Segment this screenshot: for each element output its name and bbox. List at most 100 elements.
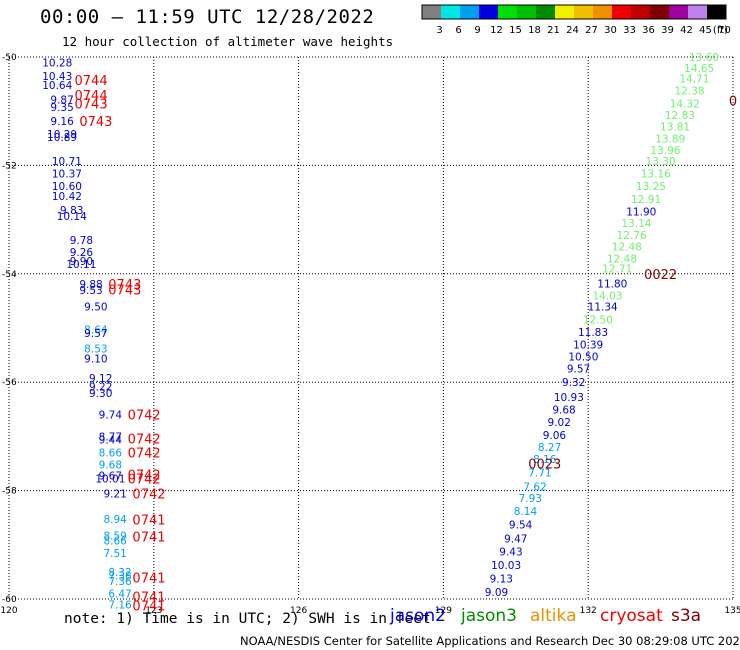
wave-height-label: 11.80 [597,279,627,291]
wave-height-label: 12.91 [631,194,661,206]
legend-swatch [650,5,669,19]
satellite-label-cryosat: cryosat [600,606,663,626]
pass-time-label: 0744 [75,89,108,104]
x-tick-label: 123 [145,606,162,616]
wave-height-label: 13.89 [655,133,685,145]
wave-height-label: 13.30 [646,156,676,168]
wave-height-label: 13.14 [621,218,651,230]
wave-height-label: 9.26 [70,247,94,259]
wave-height-label: 10.03 [491,560,521,572]
wave-height-label: 10.42 [52,191,82,203]
legend-swatch [555,5,574,19]
wave-height-label: 13.96 [650,145,680,157]
wave-height-label: 11.34 [588,301,618,313]
color-scale-legend: 3 6 9 12 15 18 21 24 27 30 33 36 39 42 45 70(ft) [421,4,731,36]
wave-height-label: 9.06 [543,430,567,442]
wave-height-label: 9.57 [567,364,590,376]
units-note: note: 1) Time is in UTC; 2) SWH is in fe… [64,611,431,627]
satellite-label-altika: altika [530,606,577,626]
y-tick-label: -50 [2,53,17,63]
wave-height-label: 9.53 [79,285,102,297]
legend-swatch [631,5,650,19]
wave-height-label: 7.16 [108,599,132,611]
wave-height-label: 9.13 [490,573,513,585]
wave-height-label: 10.64 [42,80,72,92]
wave-height-label: 10.37 [52,169,82,181]
wave-height-label: 9.16 [50,116,74,128]
wave-height-label: 9.35 [50,102,73,114]
legend-swatch [688,5,707,19]
grid-lines [8,56,734,600]
wave-height-label: 8.27 [538,442,561,454]
pass-time-label: 0743 [108,284,141,299]
pass-time-label: 0 [729,94,737,109]
wave-height-label: 9.68 [552,404,575,416]
pass-time-label: 0742 [128,447,161,462]
wave-height-label: 12.83 [665,110,695,122]
wave-height-label: 9.44 [99,435,123,447]
wave-height-label: 10.01 [95,474,125,486]
wave-height-label: 7.62 [523,481,546,493]
wave-height-label: 7.93 [519,493,542,505]
wave-height-label: 14.03 [592,290,622,302]
pass-time-label: 0743 [79,115,112,130]
wave-height-label: 6.47 [108,589,131,601]
legend-tick-label: 24 [566,25,579,36]
wave-height-label: 8.64 [84,325,108,337]
legend-tick-label: 9 [474,25,480,36]
legend-tick-label: 36 [642,25,655,36]
wave-height-label: 14.71 [679,74,709,86]
legend-swatch [536,5,555,19]
legend-swatch [422,5,441,19]
wave-height-label: 10.71 [52,156,82,168]
wave-height-label: 9.57 [84,328,107,340]
pass-time-label: 0741 [132,600,165,615]
legend-tick-label: 15 [509,25,522,36]
legend-tick-label: 27 [585,25,598,36]
wave-height-label: 14.32 [670,99,700,111]
wave-height-label: 7.36 [108,576,132,588]
wave-height-label: 9.21 [103,488,126,500]
wave-height-label: 9.02 [548,417,571,429]
wave-height-label: 9.67 [99,470,122,482]
wave-height-label: 9.90 [70,256,93,268]
wave-height-label: 10.89 [47,132,77,144]
wave-height-label: 10.39 [573,339,603,351]
legend-swatch [498,5,517,19]
legend-tick-label: 70 [718,25,731,36]
wave-height-label: 9.50 [84,301,107,313]
legend-tick-label: 45 [699,25,712,36]
wave-height-label: 10.43 [42,71,72,83]
x-tick-label: 120 [0,606,17,616]
wave-height-label: 8.94 [103,514,127,526]
legend-tick-label: 3 [436,25,442,36]
wave-height-label: 9.10 [84,353,107,365]
legend-tick-label: 30 [604,25,617,36]
x-tick-label: 126 [290,606,307,616]
wave-height-label: 7.51 [103,548,126,560]
satellite-label-s3a: s3a [671,606,702,626]
pass-time-label: 0743 [108,278,141,293]
wave-height-label: 8.66 [99,448,123,460]
x-tick-label: 132 [580,606,597,616]
wave-height-label: 12.76 [617,230,647,242]
x-tick-label: 129 [435,606,452,616]
wave-height-label: 7.71 [528,468,551,480]
legend-tick-label: 21 [547,25,560,36]
y-tick-label: -58 [2,487,17,497]
wave-height-label: 9.47 [504,533,527,545]
wave-height-label: 13.60 [689,52,719,64]
wave-height-label: 12.38 [675,86,705,98]
pass-time-label: 0743 [75,98,108,113]
legend-tick-label: 42 [680,25,693,36]
wave-height-label: 8.53 [84,344,107,356]
legend-swatch [441,5,460,19]
pass-time-label: 0744 [75,74,108,89]
wave-height-label: 9.87 [50,94,73,106]
legend-tick-label: 6 [455,25,461,36]
wave-height-label: 9.30 [89,388,112,400]
satellite-label-jason3: jason3 [461,606,517,626]
wave-height-label: 12.71 [602,263,632,275]
satellite-label-jason2: jason2 [390,606,446,626]
